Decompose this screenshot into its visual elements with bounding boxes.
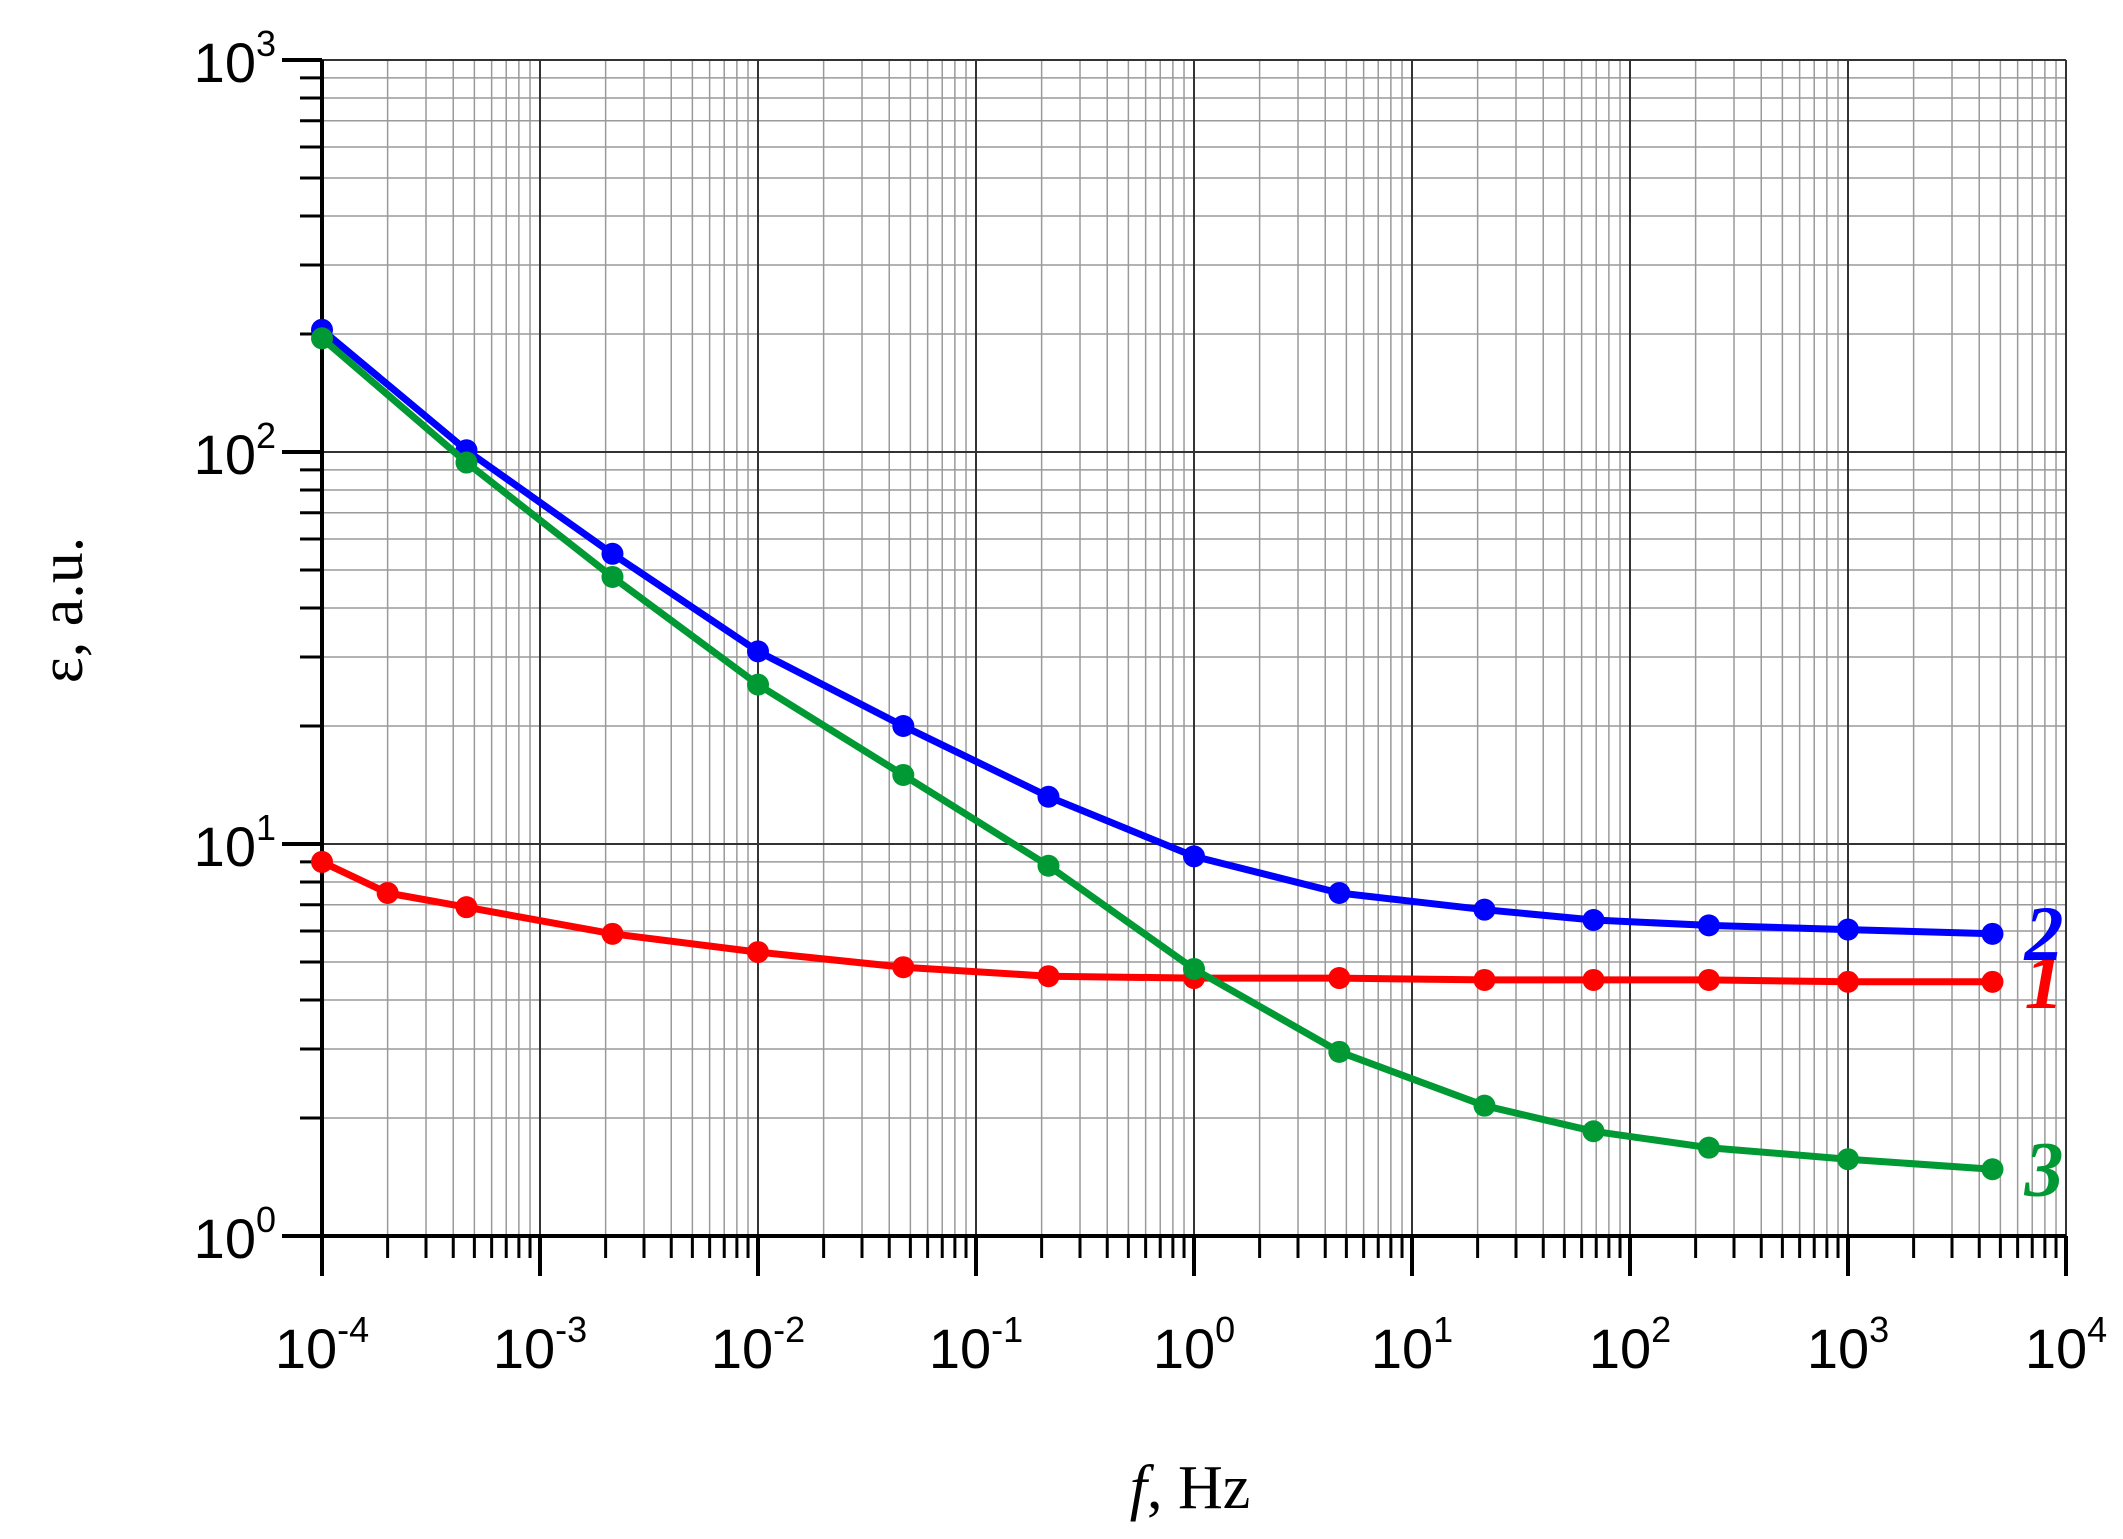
y-tick-label: 100 [194,1199,276,1270]
x-tick-label: 100 [1153,1309,1235,1380]
x-tick-label: 10-2 [711,1309,805,1380]
x-tick-label: 101 [1371,1309,1453,1380]
series-1-point [1837,970,1859,993]
x-tick-label: 10-4 [275,1309,369,1380]
y-tick-label-base: 10 [194,423,256,486]
y-tick-label-exponent: 0 [256,1199,276,1240]
x-tick-label: 10-3 [493,1309,587,1380]
x-tick-label: 10-1 [929,1309,1023,1380]
y-tick-label: 103 [194,23,276,94]
series-2-point [601,542,624,565]
y-axis-label: ε, a.u. [28,537,96,684]
series-2-label: 2 [2023,890,2063,977]
x-tick-label: 103 [1807,1309,1889,1380]
series-3 [311,327,2004,1181]
series-1-point [892,956,915,979]
y-tick-label-base: 10 [194,31,256,94]
x-tick-label-base: 10 [1589,1317,1651,1380]
y-tick-label-base: 10 [194,1207,256,1270]
series-layer [311,318,2004,1181]
series-3-point [1183,957,1205,980]
series-1-point [601,922,624,945]
series-1-point [1582,968,1605,991]
x-tick-label-exponent: 1 [1433,1309,1453,1350]
series-1-point [455,896,478,919]
x-tick-label-exponent: 4 [2087,1309,2107,1350]
series-1-point [1037,965,1060,988]
series-3-point [1697,1136,1720,1159]
x-tick-label: 102 [1589,1309,1671,1380]
x-tick-label-base: 10 [1807,1317,1869,1380]
series-2-point [1473,898,1496,921]
labels: 10-4 10-3 10-2 10-1 100 101 102 103 104100101102… [194,23,2107,1380]
series-2-point [892,714,915,737]
series-3-point [1037,854,1060,877]
series-2-point [1837,918,1859,941]
x-tick-label: 104 [2025,1309,2107,1380]
series-2-point [1037,785,1060,808]
x-tick-label-base: 10 [493,1317,555,1380]
series-1-point [376,881,399,904]
x-tick-label-exponent: -3 [555,1309,587,1350]
series-2-point [747,640,769,663]
x-tick-label-exponent: 3 [1869,1309,1889,1350]
x-tick-label-base: 10 [275,1317,337,1380]
series-2-point [1981,922,2004,945]
series-3-point [1328,1040,1351,1063]
series-2-point [1582,908,1605,931]
series-1-point [1473,968,1496,991]
series-2-point [1183,845,1205,868]
x-tick-label-base: 10 [1371,1317,1433,1380]
series-1-line [318,858,1996,986]
series-3-point [455,451,478,474]
axes [282,58,2068,1276]
series-1-point [1697,968,1720,991]
series-3-point [747,673,769,696]
series-1-point [1328,967,1351,990]
x-tick-label-base: 10 [711,1317,773,1380]
x-tick-label-exponent: 0 [1215,1309,1235,1350]
y-tick-label-exponent: 2 [256,415,276,456]
series-1-point [311,850,333,873]
series-1-label: 1 [2024,938,2063,1025]
series-1-point [747,941,769,964]
x-tick-label-exponent: -4 [337,1309,369,1350]
series-3-point [1473,1094,1496,1117]
series-2-point [1328,881,1351,904]
series-3-label: 3 [2023,1125,2063,1212]
series-3-point [601,565,624,588]
x-axis-label-unit: , Hz [1147,1454,1250,1522]
series-3-point [892,763,915,786]
x-tick-label-exponent: 2 [1651,1309,1671,1350]
x-tick-label-exponent: -2 [773,1309,805,1350]
x-tick-label-exponent: -1 [991,1309,1023,1350]
x-tick-label-base: 10 [1153,1317,1215,1380]
series-3-point [1981,1158,2004,1181]
series-1-point [1981,970,2004,993]
x-tick-label-base: 10 [929,1317,991,1380]
series-3-point [1582,1120,1605,1143]
y-tick-label: 101 [194,807,276,878]
series-3-point [311,327,333,350]
y-tick-label-exponent: 3 [256,23,276,64]
y-tick-label: 102 [194,415,276,486]
y-tick-label-exponent: 1 [256,807,276,848]
x-axis-label: f, Hz [1130,1454,1251,1522]
series-2-point [1697,914,1720,937]
y-tick-label-base: 10 [194,815,256,878]
series-3-point [1837,1148,1859,1171]
x-tick-label-base: 10 [2025,1317,2087,1380]
